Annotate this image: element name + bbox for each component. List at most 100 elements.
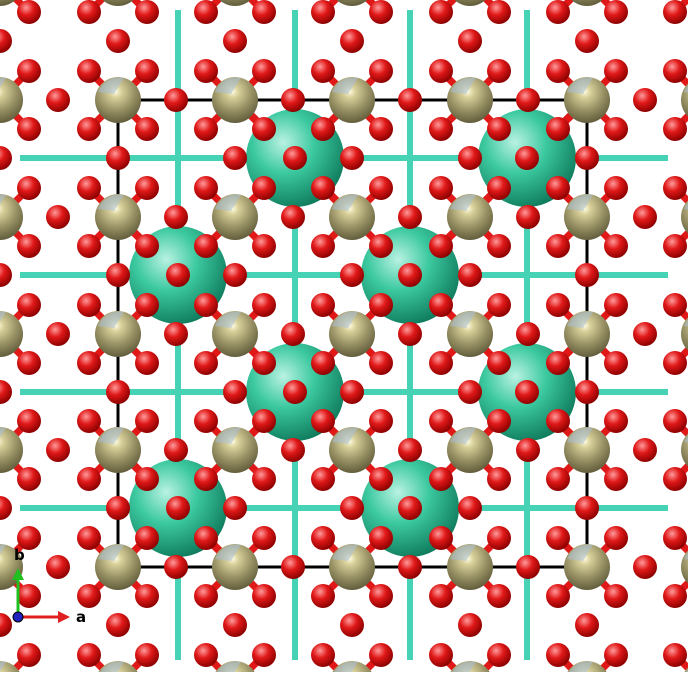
oxygen-atom[interactable] [633, 205, 657, 229]
oxygen-atom[interactable] [77, 293, 101, 317]
oxygen-atom[interactable] [398, 555, 422, 579]
oxygen-atom[interactable] [135, 234, 159, 258]
oxygen-atom[interactable] [369, 117, 393, 141]
oxygen-atom[interactable] [340, 263, 364, 287]
oxygen-atom[interactable] [487, 526, 511, 550]
oxygen-atom[interactable] [369, 467, 393, 491]
oxygen-atom[interactable] [604, 0, 628, 24]
oxygen-atom[interactable] [311, 117, 335, 141]
oxygen-atom[interactable] [0, 613, 12, 637]
oxygen-atom[interactable] [604, 526, 628, 550]
oxygen-atom[interactable] [633, 88, 657, 112]
oxygen-atom[interactable] [311, 584, 335, 608]
oxygen-atom[interactable] [194, 409, 218, 433]
oxygen-atom[interactable] [77, 351, 101, 375]
oxygen-atom[interactable] [17, 409, 41, 433]
oxygen-atom[interactable] [487, 643, 511, 667]
oxygen-atom[interactable] [252, 234, 276, 258]
oxygen-atom[interactable] [663, 176, 687, 200]
oxygen-atom[interactable] [369, 176, 393, 200]
oxygen-atom[interactable] [516, 88, 540, 112]
oxygen-atom[interactable] [633, 322, 657, 346]
oxygen-atom[interactable] [106, 496, 130, 520]
oxygen-atom[interactable] [575, 380, 599, 404]
oxygen-atom[interactable] [429, 409, 453, 433]
oxygen-atom[interactable] [252, 59, 276, 83]
oxygen-atom[interactable] [429, 526, 453, 550]
oxygen-atom[interactable] [546, 293, 570, 317]
oxygen-atom[interactable] [516, 438, 540, 462]
oxygen-atom[interactable] [311, 643, 335, 667]
oxygen-atom[interactable] [46, 555, 70, 579]
oxygen-atom[interactable] [398, 263, 422, 287]
oxygen-atom[interactable] [369, 409, 393, 433]
oxygen-atom[interactable] [77, 409, 101, 433]
oxygen-atom[interactable] [283, 146, 307, 170]
oxygen-atom[interactable] [0, 263, 12, 287]
oxygen-atom[interactable] [429, 584, 453, 608]
oxygen-atom[interactable] [252, 409, 276, 433]
oxygen-atom[interactable] [17, 467, 41, 491]
oxygen-atom[interactable] [311, 409, 335, 433]
oxygen-atom[interactable] [135, 409, 159, 433]
oxygen-atom[interactable] [429, 643, 453, 667]
medium-cation-atom[interactable] [0, 194, 23, 240]
oxygen-atom[interactable] [252, 293, 276, 317]
oxygen-atom[interactable] [604, 176, 628, 200]
oxygen-atom[interactable] [546, 584, 570, 608]
oxygen-atom[interactable] [46, 438, 70, 462]
oxygen-atom[interactable] [164, 555, 188, 579]
oxygen-atom[interactable] [252, 351, 276, 375]
oxygen-atom[interactable] [223, 613, 247, 637]
oxygen-atom[interactable] [194, 176, 218, 200]
oxygen-atom[interactable] [604, 643, 628, 667]
oxygen-atom[interactable] [340, 496, 364, 520]
oxygen-atom[interactable] [575, 496, 599, 520]
oxygen-atom[interactable] [194, 234, 218, 258]
medium-cation-atom[interactable] [0, 427, 23, 473]
oxygen-atom[interactable] [663, 643, 687, 667]
oxygen-atom[interactable] [663, 0, 687, 24]
oxygen-atom[interactable] [546, 59, 570, 83]
oxygen-atom[interactable] [223, 29, 247, 53]
oxygen-atom[interactable] [106, 146, 130, 170]
oxygen-atom[interactable] [77, 0, 101, 24]
oxygen-atom[interactable] [252, 526, 276, 550]
oxygen-atom[interactable] [516, 205, 540, 229]
oxygen-atom[interactable] [604, 467, 628, 491]
oxygen-atom[interactable] [398, 322, 422, 346]
oxygen-atom[interactable] [575, 263, 599, 287]
oxygen-atom[interactable] [223, 496, 247, 520]
oxygen-atom[interactable] [194, 59, 218, 83]
oxygen-atom[interactable] [458, 146, 482, 170]
oxygen-atom[interactable] [663, 59, 687, 83]
oxygen-atom[interactable] [281, 205, 305, 229]
oxygen-atom[interactable] [17, 176, 41, 200]
oxygen-atom[interactable] [194, 0, 218, 24]
oxygen-atom[interactable] [135, 0, 159, 24]
oxygen-atom[interactable] [194, 293, 218, 317]
medium-cation-atom[interactable] [447, 0, 493, 6]
oxygen-atom[interactable] [311, 59, 335, 83]
oxygen-atom[interactable] [429, 176, 453, 200]
oxygen-atom[interactable] [252, 584, 276, 608]
oxygen-atom[interactable] [546, 0, 570, 24]
oxygen-atom[interactable] [487, 0, 511, 24]
oxygen-atom[interactable] [46, 322, 70, 346]
oxygen-atom[interactable] [398, 496, 422, 520]
oxygen-atom[interactable] [340, 29, 364, 53]
oxygen-atom[interactable] [106, 263, 130, 287]
oxygen-atom[interactable] [575, 146, 599, 170]
oxygen-atom[interactable] [17, 526, 41, 550]
oxygen-atom[interactable] [106, 29, 130, 53]
oxygen-atom[interactable] [281, 555, 305, 579]
oxygen-atom[interactable] [281, 88, 305, 112]
oxygen-atom[interactable] [311, 176, 335, 200]
oxygen-atom[interactable] [77, 643, 101, 667]
oxygen-atom[interactable] [311, 234, 335, 258]
oxygen-atom[interactable] [663, 409, 687, 433]
oxygen-atom[interactable] [17, 293, 41, 317]
oxygen-atom[interactable] [135, 117, 159, 141]
